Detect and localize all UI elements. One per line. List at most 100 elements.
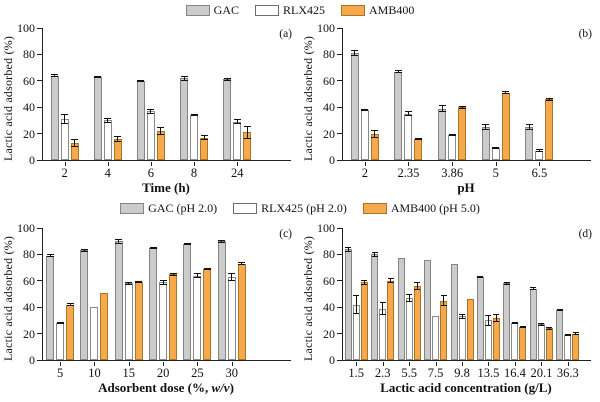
x-tick-label: 6 xyxy=(147,166,155,180)
x-tick-mark xyxy=(60,362,62,366)
bar-amb400 xyxy=(492,317,500,360)
x-axis-label: Time (h) xyxy=(142,180,190,195)
legend-label: RLX425 (pH 2.0) xyxy=(261,200,347,215)
y-tick-label: 80 xyxy=(23,47,35,62)
error-bar xyxy=(80,249,88,252)
x-tick-label: 4 xyxy=(104,166,111,180)
bar-groups: 5 10 15 20 25 30 xyxy=(43,228,291,380)
error-bar-line xyxy=(485,125,487,129)
error-bar-line xyxy=(97,76,99,78)
bar-amb400 xyxy=(387,280,395,360)
y-tick-label: 40 xyxy=(323,300,335,315)
error-bar xyxy=(115,238,123,244)
y-tick-label: 80 xyxy=(23,247,35,262)
error-bar-line xyxy=(107,118,109,123)
bar-amb400 xyxy=(466,299,474,360)
x-axis-label: Adsorbent dose (%, w/v) xyxy=(98,380,234,395)
bar-gac xyxy=(350,53,359,160)
x-tick-mark xyxy=(356,362,358,366)
bar-group: 36.3 xyxy=(555,228,581,380)
x-tick-mark xyxy=(163,362,165,366)
x-tick-mark xyxy=(197,362,199,366)
bar-gac xyxy=(217,241,226,360)
error-bar xyxy=(371,251,378,258)
error-bar xyxy=(485,315,492,326)
bar-rlx425 xyxy=(511,323,519,360)
error-bar xyxy=(482,124,490,130)
bar-amb400 xyxy=(572,333,580,360)
error-bar-line xyxy=(355,296,357,313)
y-tick-label: 40 xyxy=(23,300,35,315)
bar-amb400 xyxy=(156,130,165,160)
bar-group: 2 xyxy=(43,28,86,180)
bar-amb400 xyxy=(440,300,448,360)
error-bar xyxy=(180,75,188,81)
y-tick-mark xyxy=(337,333,343,335)
error-bar-line xyxy=(443,296,445,305)
x-tick-label: 8 xyxy=(190,166,198,180)
y-tick-label: 40 xyxy=(323,100,335,115)
legend-label: AMB400 xyxy=(369,2,415,17)
legend-swatch-gac xyxy=(185,4,210,16)
x-tick-mark xyxy=(567,362,569,366)
x-tick-label: 2 xyxy=(361,166,368,180)
x-tick-mark xyxy=(514,362,516,366)
legend-label: GAC xyxy=(213,2,239,17)
error-bar-line xyxy=(140,80,142,82)
error-bar xyxy=(477,275,484,279)
bar-rlx425 xyxy=(146,111,155,160)
bar-amb400 xyxy=(134,282,143,360)
error-bar xyxy=(147,108,155,114)
panel-tag: (b) xyxy=(578,28,592,40)
x-tick-label: 3.86 xyxy=(441,166,464,180)
x-tick-label: 16.4 xyxy=(504,366,526,380)
bar-gac xyxy=(50,75,59,160)
error-bar xyxy=(71,138,79,147)
error-bar-line xyxy=(528,125,530,129)
error-bar xyxy=(157,127,165,135)
error-bar xyxy=(51,74,59,77)
bar-gac xyxy=(394,71,403,160)
y-tick-label: 60 xyxy=(23,73,35,88)
error-bar-line xyxy=(540,324,542,325)
bar-rlx425 xyxy=(190,115,199,160)
y-tick-label: 20 xyxy=(323,126,335,141)
error-bar xyxy=(345,246,352,252)
error-bar-line xyxy=(138,281,140,283)
bar-rlx425 xyxy=(124,283,133,360)
error-bar-line xyxy=(522,326,524,328)
bar-gac xyxy=(450,263,458,360)
y-tick-label: 0 xyxy=(329,353,335,367)
error-bar-line xyxy=(347,247,349,251)
error-bar xyxy=(394,70,402,73)
bar-group: 5 xyxy=(43,228,77,380)
error-bar-line xyxy=(407,112,409,116)
bar-gac xyxy=(424,259,432,360)
bar-gac xyxy=(556,309,564,360)
bar-gac xyxy=(80,250,89,360)
x-tick-mark xyxy=(539,162,541,166)
error-bar-line xyxy=(117,137,119,141)
error-bar-line xyxy=(532,288,534,290)
y-tick-label: 20 xyxy=(23,126,35,141)
legend-swatch-amb400 xyxy=(362,202,387,214)
legend-middle: GAC (pH 2.0) RLX425 (pH 2.0) AMB400 (pH 5.… xyxy=(0,198,600,218)
bar-group: 2 xyxy=(343,28,387,180)
error-bar-line xyxy=(74,139,76,146)
error-bar xyxy=(353,295,360,314)
x-tick-mark xyxy=(495,162,497,166)
error-bar-line xyxy=(160,128,162,134)
error-bar xyxy=(125,282,133,285)
error-bar-line xyxy=(416,283,418,290)
bar-rlx425 xyxy=(484,320,492,360)
error-bar-line xyxy=(83,250,85,251)
bar-group: 20 xyxy=(146,228,180,380)
x-tick-mark xyxy=(488,362,490,366)
legend-item-rlx425: RLX425 (pH 2.0) xyxy=(233,201,347,216)
error-bar xyxy=(448,133,456,137)
error-bar-line xyxy=(514,322,516,324)
x-tick-label: 13.5 xyxy=(477,366,500,380)
y-tick-mark xyxy=(337,53,343,55)
error-bar-line xyxy=(59,322,61,324)
error-bar-line xyxy=(461,106,463,108)
